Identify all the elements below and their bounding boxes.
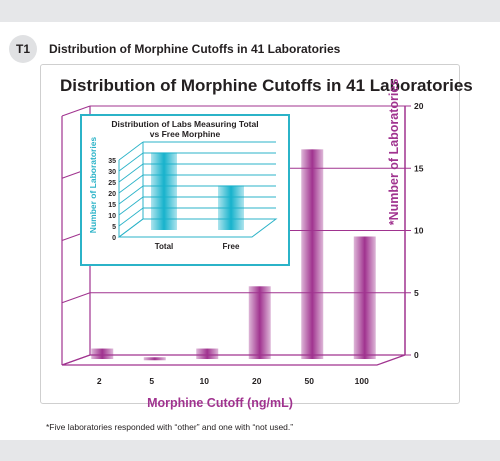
x-tick-label: 5	[149, 376, 154, 386]
inset-y-tick-label: 0	[112, 235, 116, 242]
inset-gridline-side	[118, 174, 144, 194]
bar	[301, 149, 324, 359]
bar	[196, 348, 219, 359]
x-tick-label: 100	[355, 376, 369, 386]
inset-chart-frame	[80, 114, 290, 266]
inset-y-tick-label: 15	[108, 202, 116, 209]
gridline-side	[61, 292, 91, 304]
inset-gridline-side	[118, 196, 144, 216]
y-tick-label: 20	[414, 101, 424, 111]
figure-badge: T1	[9, 35, 37, 63]
inset-gridline-side	[118, 185, 144, 205]
inset-gridline-side	[118, 141, 144, 161]
chart-title: Distribution of Morphine Cutoffs in 41 L…	[60, 76, 473, 95]
inset-bar	[151, 152, 177, 230]
x-tick-label: 10	[200, 376, 210, 386]
inset-x-tick-label: Total	[155, 242, 174, 251]
inset-y-tick-label: 10	[108, 213, 116, 220]
inset-y-tick-label: 30	[108, 169, 116, 176]
y-tick-label: 0	[414, 350, 419, 360]
y-tick-label: 10	[414, 226, 424, 236]
y-tick-label: 15	[414, 163, 424, 173]
inset-gridline-side	[118, 163, 144, 183]
top-band	[0, 0, 500, 22]
inset-floor	[117, 218, 278, 238]
bottom-band	[0, 440, 500, 461]
x-axis-title: Morphine Cutoff (ng/mL)	[147, 396, 293, 410]
inset-gridline-side	[118, 207, 144, 227]
inset-chart-title: Distribution of Labs Measuring Total vs …	[111, 119, 259, 139]
inset-gridline-side	[118, 152, 144, 172]
inset-y-tick-label: 5	[112, 224, 116, 231]
bar	[91, 348, 114, 359]
gridline-side	[61, 105, 91, 117]
bar	[248, 286, 271, 359]
figure-caption: Distribution of Morphine Cutoffs in 41 L…	[49, 42, 341, 56]
inset-bar	[218, 185, 244, 230]
y-tick-label: 5	[414, 288, 419, 298]
inset-y-tick-label: 35	[108, 158, 116, 165]
inset-y-tick-label: 20	[108, 191, 116, 198]
bar	[353, 236, 376, 359]
chart-floor	[61, 354, 406, 366]
x-tick-label: 2	[97, 376, 102, 386]
inset-y-tick-label: 25	[108, 180, 116, 187]
inset-y-axis-title: Number of Laboratories	[88, 136, 98, 234]
x-tick-label: 50	[305, 376, 315, 386]
footnote: *Five laboratories responded with “other…	[46, 422, 294, 432]
x-tick-label: 20	[252, 376, 262, 386]
inset-x-tick-label: Free	[223, 242, 240, 251]
bar	[143, 357, 166, 361]
